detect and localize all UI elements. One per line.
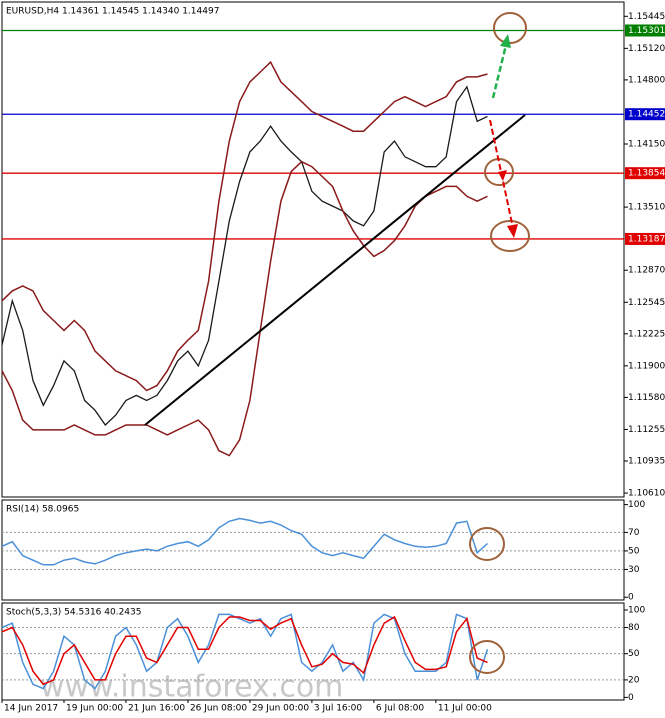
highlight-circle	[490, 220, 530, 252]
arrow-up	[491, 44, 508, 99]
level-label: 1.15301	[628, 26, 665, 36]
y-tick-label: 1.10935	[628, 457, 665, 467]
panel-frame	[1, 499, 625, 601]
x-tick-label: 26 Jun 08:00	[190, 704, 247, 714]
x-tick-label: 14 Jun 2017	[4, 704, 58, 714]
x-tick-label: 21 Jun 16:00	[128, 704, 185, 714]
y-tick-label: 1.14800	[628, 75, 665, 85]
y-tick-label: 0	[628, 693, 634, 703]
panel-title: EURUSD,H4 1.14361 1.14545 1.14340 1.1449…	[6, 7, 219, 17]
panel-frame	[1, 1, 625, 498]
series-line	[1, 160, 488, 457]
series-line	[1, 85, 488, 426]
panel-title: RSI(14) 58.0965	[6, 505, 79, 515]
trend-line	[144, 114, 526, 426]
level-label: 1.14452	[628, 110, 665, 120]
y-tick-label: 50	[628, 546, 640, 556]
x-tick-label: 11 Jul 00:00	[438, 704, 492, 714]
panel-title: Stoch(5,3,3) 54.5316 40.2435	[6, 608, 141, 618]
highlight-circle	[493, 12, 527, 44]
x-tick-label: 3 Jul 16:00	[314, 704, 363, 714]
highlight-circle	[469, 527, 505, 561]
y-tick-label: 50	[628, 649, 640, 659]
series-line	[1, 60, 488, 392]
panel-frame	[1, 602, 625, 701]
y-tick-label: 1.15445	[628, 12, 665, 22]
y-tick-label: 1.12545	[628, 298, 665, 308]
y-tick-label: 1.15120	[628, 44, 665, 54]
series-line	[1, 613, 489, 690]
x-tick-label: 19 Jun 00:00	[66, 704, 123, 714]
arrow-down-head	[507, 224, 518, 238]
y-tick-label: 20	[628, 675, 640, 685]
y-tick-label: 1.13510	[628, 203, 665, 213]
y-tick-label: 30	[628, 565, 640, 575]
x-tick-label: 29 Jun 00:00	[252, 704, 309, 714]
x-tick-label: 6 Jul 08:00	[376, 704, 425, 714]
y-tick-label: 1.11900	[628, 361, 665, 371]
level-label: 1.13854	[628, 169, 665, 179]
y-tick-label: 70	[628, 528, 640, 538]
level-label-bg	[625, 108, 665, 121]
y-tick-label: 100	[628, 500, 645, 510]
y-tick-label: 0	[628, 593, 634, 603]
highlight-circle	[469, 640, 505, 674]
series-line	[1, 517, 489, 566]
y-tick-label: 1.11580	[628, 393, 665, 403]
annotations	[144, 12, 530, 674]
series-line	[1, 615, 488, 686]
y-tick-label: 80	[628, 623, 640, 633]
y-tick-label: 1.12225	[628, 329, 665, 339]
y-tick-label: 1.14150	[628, 139, 665, 149]
y-tick-label: 1.11255	[628, 425, 665, 435]
y-tick-label: 100	[628, 605, 645, 615]
level-label-bg	[625, 167, 665, 180]
watermark: www.instaforex.com	[40, 670, 343, 705]
level-label-bg	[625, 232, 665, 245]
arrow-up-head	[500, 34, 511, 48]
y-tick-label: 1.10610	[628, 489, 665, 499]
y-tick-label: 1.12870	[628, 266, 665, 276]
arrow-mid-head	[498, 170, 507, 181]
level-label: 1.13187	[628, 234, 665, 244]
level-label-bg	[625, 24, 665, 37]
